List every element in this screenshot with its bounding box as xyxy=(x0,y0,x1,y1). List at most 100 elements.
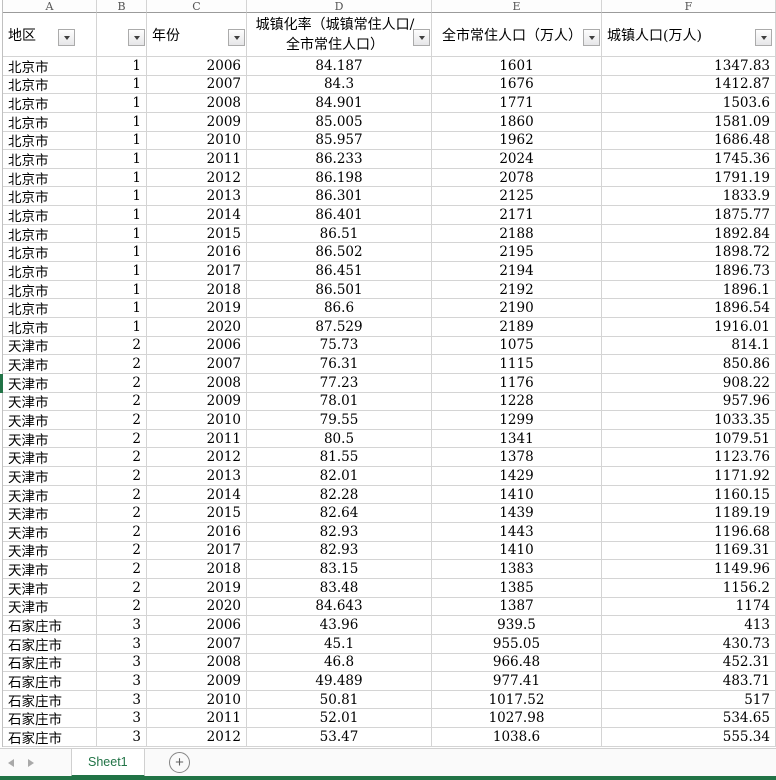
cell-rate[interactable]: 75.73 xyxy=(247,336,432,356)
cell-code[interactable]: 3 xyxy=(97,709,147,729)
header-cell-urban-population[interactable]: 城镇人口(万人) xyxy=(602,13,776,57)
next-sheets-arrow-icon[interactable] xyxy=(28,759,34,767)
cell-urban-population[interactable]: 1196.68 xyxy=(602,523,776,542)
cell-region[interactable]: 北京市 xyxy=(3,317,97,337)
cell-total-population[interactable]: 2195 xyxy=(432,243,602,263)
cell-total-population[interactable]: 1385 xyxy=(432,578,602,598)
cell-total-population[interactable]: 1410 xyxy=(432,541,602,561)
cell-code[interactable]: 2 xyxy=(97,355,147,374)
cell-code[interactable]: 2 xyxy=(97,541,147,561)
cell-year[interactable]: 2012 xyxy=(147,728,247,747)
cell-region[interactable]: 天津市 xyxy=(3,597,97,617)
cell-year[interactable]: 2012 xyxy=(147,448,247,468)
cell-total-population[interactable]: 1176 xyxy=(432,373,602,393)
cell-rate[interactable]: 86.301 xyxy=(247,187,432,207)
cell-region[interactable]: 北京市 xyxy=(3,75,97,95)
cell-urban-population[interactable]: 1156.2 xyxy=(602,578,776,598)
cell-region[interactable]: 石家庄市 xyxy=(3,728,97,747)
cell-urban-population[interactable]: 483.71 xyxy=(602,672,776,691)
cell-urban-population[interactable]: 1169.31 xyxy=(602,541,776,561)
cell-region[interactable]: 天津市 xyxy=(3,467,97,486)
cell-region[interactable]: 北京市 xyxy=(3,168,97,188)
cell-urban-population[interactable]: 517 xyxy=(602,690,776,710)
cell-code[interactable]: 3 xyxy=(97,634,147,654)
cell-code[interactable]: 3 xyxy=(97,672,147,691)
cell-code[interactable]: 2 xyxy=(97,429,147,449)
cell-year[interactable]: 2018 xyxy=(147,560,247,579)
cell-year[interactable]: 2015 xyxy=(147,504,247,524)
cell-year[interactable]: 2009 xyxy=(147,112,247,132)
cell-year[interactable]: 2011 xyxy=(147,709,247,729)
cell-region[interactable]: 北京市 xyxy=(3,243,97,263)
cell-year[interactable]: 2010 xyxy=(147,690,247,710)
cell-region[interactable]: 天津市 xyxy=(3,523,97,542)
cell-year[interactable]: 2006 xyxy=(147,616,247,635)
cell-year[interactable]: 2015 xyxy=(147,224,247,244)
cell-region[interactable]: 石家庄市 xyxy=(3,616,97,635)
cell-year[interactable]: 2014 xyxy=(147,206,247,225)
cell-urban-population[interactable]: 957.96 xyxy=(602,392,776,412)
cell-total-population[interactable]: 1771 xyxy=(432,94,602,113)
cell-code[interactable]: 1 xyxy=(97,150,147,169)
cell-urban-population[interactable]: 908.22 xyxy=(602,373,776,393)
cell-region[interactable]: 天津市 xyxy=(3,504,97,524)
cell-rate[interactable]: 86.51 xyxy=(247,224,432,244)
cell-year[interactable]: 2007 xyxy=(147,634,247,654)
cell-total-population[interactable]: 1439 xyxy=(432,504,602,524)
column-header-E[interactable]: E xyxy=(432,0,602,13)
cell-urban-population[interactable]: 1745.36 xyxy=(602,150,776,169)
cell-total-population[interactable]: 2078 xyxy=(432,168,602,188)
header-cell-total-population[interactable]: 全市常住人口（万人） xyxy=(432,13,602,57)
cell-code[interactable]: 2 xyxy=(97,578,147,598)
cell-total-population[interactable]: 955.05 xyxy=(432,634,602,654)
cell-rate[interactable]: 46.8 xyxy=(247,653,432,673)
cell-code[interactable]: 1 xyxy=(97,262,147,281)
cell-total-population[interactable]: 2194 xyxy=(432,262,602,281)
cell-code[interactable]: 3 xyxy=(97,728,147,747)
cell-year[interactable]: 2009 xyxy=(147,392,247,412)
cell-region[interactable]: 天津市 xyxy=(3,560,97,579)
cell-urban-population[interactable]: 1581.09 xyxy=(602,112,776,132)
cell-urban-population[interactable]: 1896.73 xyxy=(602,262,776,281)
cell-year[interactable]: 2019 xyxy=(147,578,247,598)
cell-year[interactable]: 2008 xyxy=(147,373,247,393)
cell-year[interactable]: 2010 xyxy=(147,131,247,151)
cell-region[interactable]: 北京市 xyxy=(3,57,97,76)
cell-year[interactable]: 2007 xyxy=(147,75,247,95)
cell-year[interactable]: 2017 xyxy=(147,541,247,561)
cell-rate[interactable]: 86.501 xyxy=(247,280,432,300)
cell-year[interactable]: 2009 xyxy=(147,672,247,691)
column-header-C[interactable]: C xyxy=(147,0,247,13)
cell-code[interactable]: 1 xyxy=(97,299,147,318)
cell-total-population[interactable]: 1341 xyxy=(432,429,602,449)
cell-rate[interactable]: 76.31 xyxy=(247,355,432,374)
cell-urban-population[interactable]: 534.65 xyxy=(602,709,776,729)
column-header-B[interactable]: B xyxy=(97,0,147,13)
cell-code[interactable]: 3 xyxy=(97,653,147,673)
cell-region[interactable]: 天津市 xyxy=(3,448,97,468)
cell-code[interactable]: 2 xyxy=(97,336,147,356)
cell-year[interactable]: 2010 xyxy=(147,411,247,430)
cell-total-population[interactable]: 1017.52 xyxy=(432,690,602,710)
cell-region[interactable]: 石家庄市 xyxy=(3,709,97,729)
cell-urban-population[interactable]: 1347.83 xyxy=(602,57,776,76)
cell-total-population[interactable]: 2189 xyxy=(432,317,602,337)
cell-rate[interactable]: 45.1 xyxy=(247,634,432,654)
column-header-F[interactable]: F xyxy=(602,0,776,13)
cell-code[interactable]: 2 xyxy=(97,504,147,524)
cell-region[interactable]: 天津市 xyxy=(3,355,97,374)
cell-region[interactable]: 石家庄市 xyxy=(3,672,97,691)
cell-urban-population[interactable]: 1189.19 xyxy=(602,504,776,524)
cell-code[interactable]: 1 xyxy=(97,57,147,76)
cell-total-population[interactable]: 1378 xyxy=(432,448,602,468)
cell-region[interactable]: 天津市 xyxy=(3,429,97,449)
cell-region[interactable]: 北京市 xyxy=(3,262,97,281)
cell-code[interactable]: 1 xyxy=(97,187,147,207)
cell-rate[interactable]: 87.529 xyxy=(247,317,432,337)
cell-region[interactable]: 天津市 xyxy=(3,392,97,412)
cell-region[interactable]: 天津市 xyxy=(3,541,97,561)
header-cell-year[interactable]: 年份 xyxy=(147,13,247,57)
cell-code[interactable]: 1 xyxy=(97,224,147,244)
cell-total-population[interactable]: 966.48 xyxy=(432,653,602,673)
cell-urban-population[interactable]: 1896.54 xyxy=(602,299,776,318)
